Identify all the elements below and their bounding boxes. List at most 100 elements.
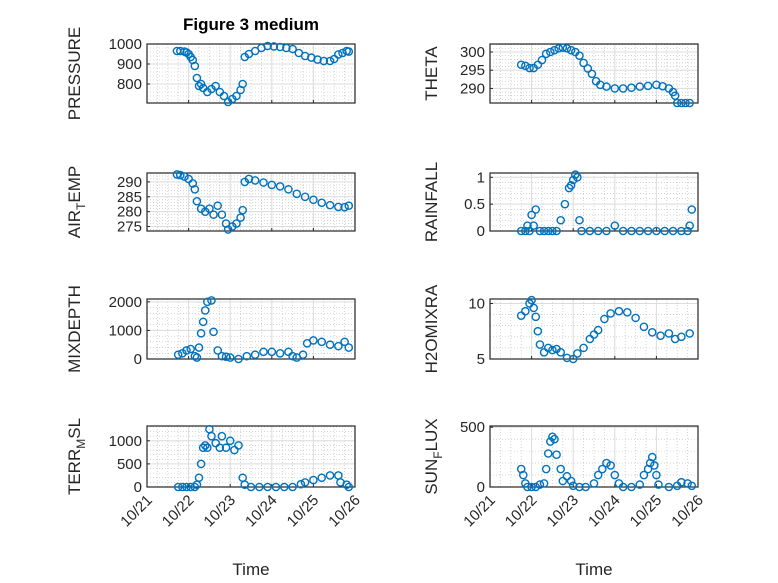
data-point [288,482,297,492]
data-point [556,348,566,357]
data-point [292,189,302,199]
data-point [618,84,628,93]
data-point [200,306,210,315]
data-point [610,84,620,93]
data-point [344,47,354,56]
data-point [583,64,593,73]
data-point [552,226,561,236]
data-point [635,82,645,91]
data-point [275,42,285,52]
data-point [568,481,578,491]
y-axis-label: MIXDEPTH [65,285,84,373]
y-axis-label-part: RAINFALL [422,162,441,242]
data-point [566,45,576,55]
data-point [172,170,182,179]
data-point [209,327,218,337]
data-point [593,470,603,480]
data-point [527,210,536,220]
data-point [190,61,200,71]
data-point [664,329,674,338]
y-tick-label: 0 [134,479,142,496]
data-point [338,48,347,58]
y-axis-label-part: AIR [65,210,84,238]
data-point [550,45,559,55]
subplot-h2omixra: 5 10 H2OMIXRA [422,284,699,373]
data-point [288,351,297,361]
data-point [255,482,264,492]
data-point [677,226,686,236]
data-point [656,331,665,340]
y-axis-label: PRESSURE [65,27,84,121]
data-point [579,343,588,353]
data-point [259,178,268,187]
data-point [643,81,653,91]
y-tick-label: 1 [477,169,485,186]
y-axis-label: AIRTEMP [65,166,88,239]
data-point [521,61,530,71]
y-tick-label: 1000 [109,36,142,53]
data-point [587,69,597,79]
data-point [531,205,541,214]
data-point [238,79,247,89]
data-point [562,44,572,53]
data-point [533,326,543,336]
data-point [660,226,670,236]
data-point [196,328,206,338]
data-point [548,432,557,442]
y-axis-label-subscript: T [74,202,88,210]
y-tick-label: 5 [477,351,485,368]
x-axis-label-left: Time [232,560,269,579]
data-point [217,351,227,361]
data-point [282,43,291,53]
axes-box [146,425,356,488]
data-point [537,55,547,65]
data-point [221,443,231,453]
data-point [525,63,534,73]
data-point [622,308,632,317]
data-point [267,347,277,357]
axes-background [147,44,355,103]
data-point [683,479,692,488]
data-point [518,470,528,480]
data-point [521,306,530,316]
data-point [175,170,185,180]
data-point [606,461,615,470]
x-tick-label: 10/25 [284,492,323,531]
data-point [577,226,586,236]
data-point [541,464,551,474]
y-tick-label: 500 [460,419,485,436]
data-point [635,226,645,236]
data-point [203,443,212,453]
data-point [521,226,530,236]
figure-title: Figure 3 medium [183,15,319,34]
data-point [533,60,543,70]
data-point [194,343,204,352]
data-point [647,452,657,462]
x-tick-label: 10/22 [502,492,541,531]
data-point [309,475,318,485]
data-point [568,354,578,364]
data-point [325,340,335,350]
data-point [344,343,354,352]
y-axis-label-part: SL [65,418,84,439]
axes-box [489,43,699,104]
y-axis-label-part: LUX [422,418,441,451]
data-point [275,348,285,358]
data-point [205,204,214,213]
data-point [602,226,611,236]
data-point [573,349,582,358]
data-point [344,201,354,211]
data-point [668,226,678,236]
data-point [529,221,538,230]
data-point [263,482,272,492]
data-point [271,482,281,492]
data-point [225,353,235,362]
subplot-terr-msl: 10/21 10/22 10/23 10/24 10/25 10/26 0 500 1000 TE… [65,418,364,530]
y-tick-label: 0 [477,223,485,240]
axes-background [490,173,698,231]
data-point [600,314,609,324]
data-point [527,482,536,492]
data-point [683,226,692,236]
data-point [186,344,195,354]
data-point [606,309,615,318]
